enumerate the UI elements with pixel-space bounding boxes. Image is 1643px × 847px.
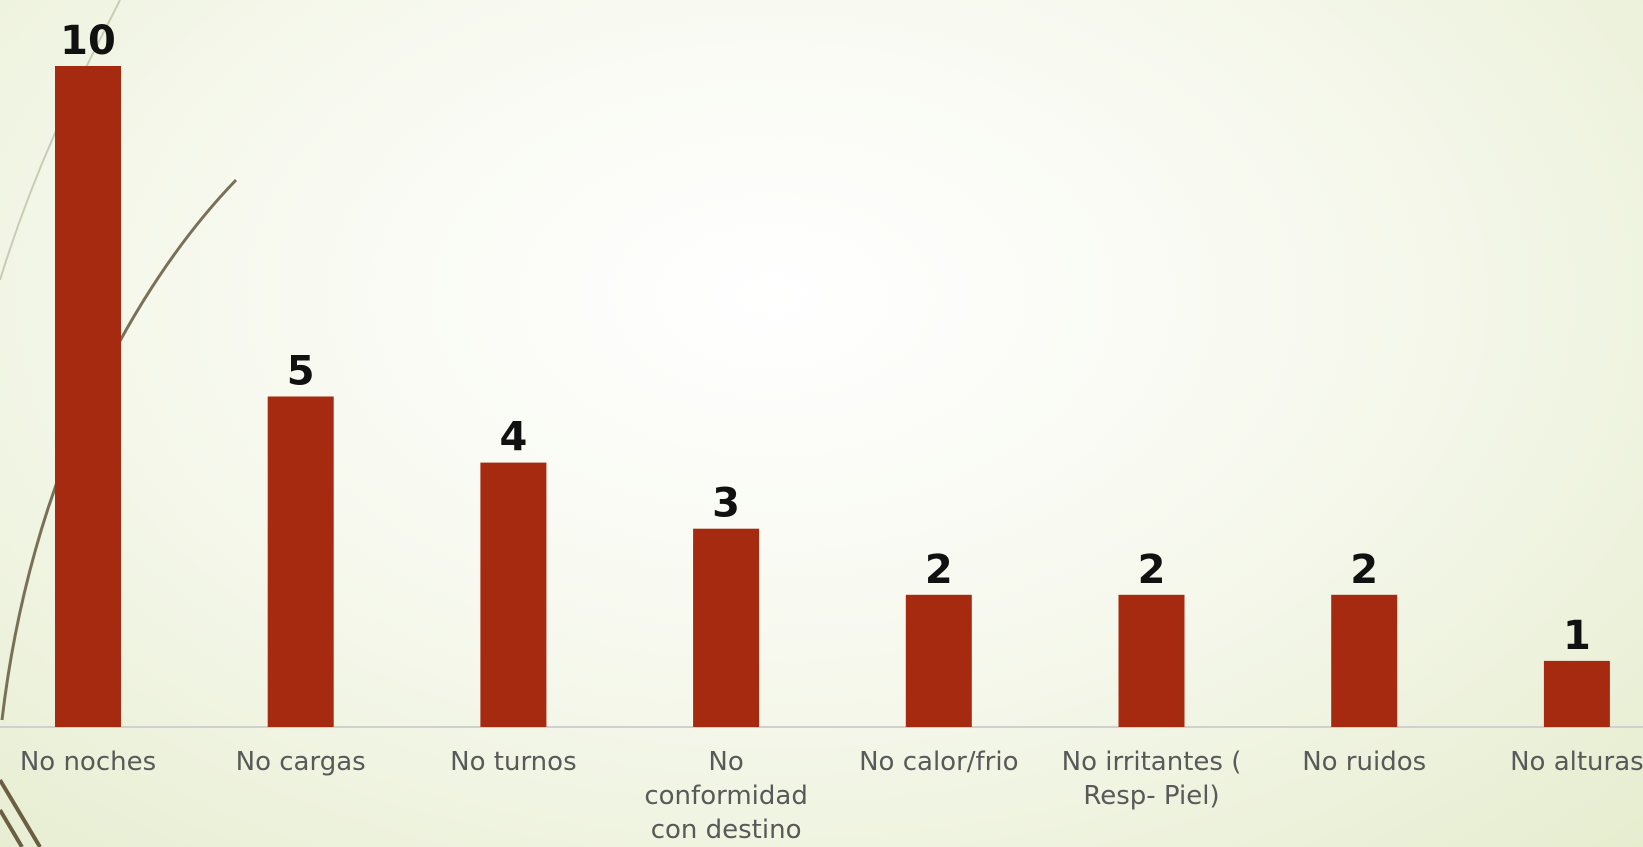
x-tick-label: No noches (0, 745, 183, 779)
bar (480, 463, 546, 727)
bar (55, 66, 121, 727)
x-tick-label: No ruidos (1269, 745, 1459, 779)
x-tick-label: No alturas (1482, 745, 1643, 779)
x-tick-label: No turnos (418, 745, 608, 779)
data-label: 2 (1138, 547, 1166, 593)
x-tick-label: No cargas (206, 745, 396, 779)
x-tick-label: No calor/frio (844, 745, 1034, 779)
chart: 10 5 4 3 2 2 2 1 (0, 0, 1643, 847)
decor-curve (0, 780, 40, 847)
data-label: 2 (925, 547, 953, 593)
data-label: 3 (712, 481, 740, 527)
data-label: 2 (1350, 547, 1378, 593)
slide: 10 5 4 3 2 2 2 1 No noches No cargas No turnos No … (0, 0, 1643, 847)
x-tick-label: No irritantes ( Resp- Piel) (1057, 745, 1247, 813)
data-label: 4 (499, 415, 527, 461)
bar (1544, 661, 1610, 727)
bar (693, 529, 759, 727)
bar (1119, 595, 1185, 727)
data-label: 10 (60, 18, 116, 64)
x-tick-label: No conformidad con destino (631, 745, 821, 847)
bar (906, 595, 972, 727)
data-label: 1 (1563, 613, 1591, 659)
bar (1331, 595, 1397, 727)
data-label: 5 (287, 349, 315, 395)
bar (268, 397, 334, 728)
